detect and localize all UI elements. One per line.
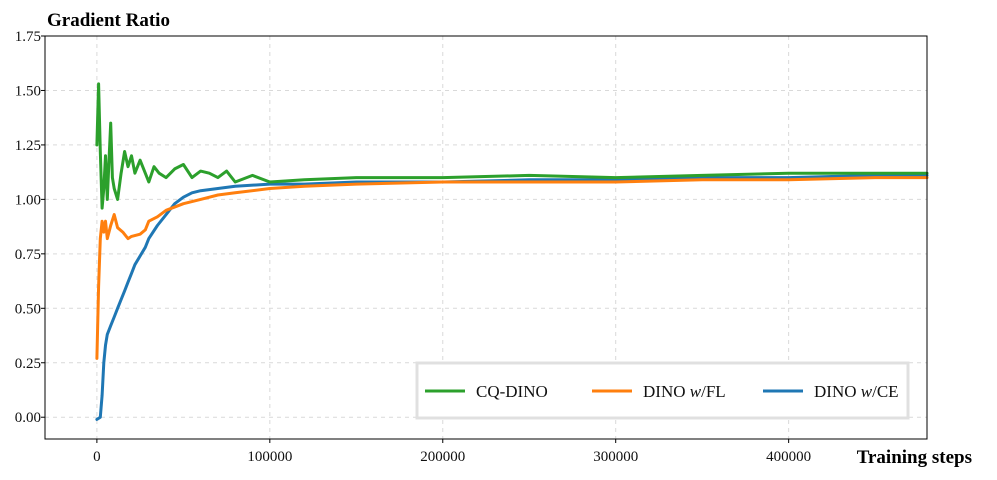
y-tick-label: 1.50 [15, 83, 41, 99]
y-tick-label: 1.25 [15, 138, 41, 154]
plot-frame [44, 35, 928, 440]
x-tick-label: 300000 [593, 449, 638, 465]
legend-label-0: CQ-DINO [476, 382, 548, 401]
y-tick-label: 0.50 [15, 301, 41, 317]
y-tick-label: 1.75 [15, 29, 41, 45]
y-tick-label: 0.25 [15, 356, 41, 372]
series-line-1 [95, 176, 929, 360]
x-axis-label: Training steps [857, 447, 972, 468]
x-tick-label: 200000 [420, 449, 465, 465]
series-lines [95, 82, 929, 421]
x-tick-label: 100000 [247, 449, 292, 465]
series-line-0 [95, 82, 929, 210]
legend-label-1: DINO w/FL [643, 382, 726, 401]
legend-label-2: DINO w/CE [814, 382, 899, 401]
x-tick-label: 400000 [766, 449, 811, 465]
y-ticks: 0.00 0.25 0.50 0.75 1.00 1.25 1.50 1.75 [15, 29, 45, 426]
legend: CQ-DINO DINO w/FL DINO w/CE [415, 361, 910, 420]
y-tick-label: 0.00 [15, 410, 41, 426]
y-tick-label: 0.75 [15, 247, 41, 263]
x-ticks: 0 100000 200000 300000 400000 [93, 439, 811, 465]
y-axis-label: Gradient Ratio [47, 10, 170, 31]
x-tick-label: 0 [93, 449, 101, 465]
legend-box [415, 361, 910, 420]
y-tick-label: 1.00 [15, 192, 41, 208]
